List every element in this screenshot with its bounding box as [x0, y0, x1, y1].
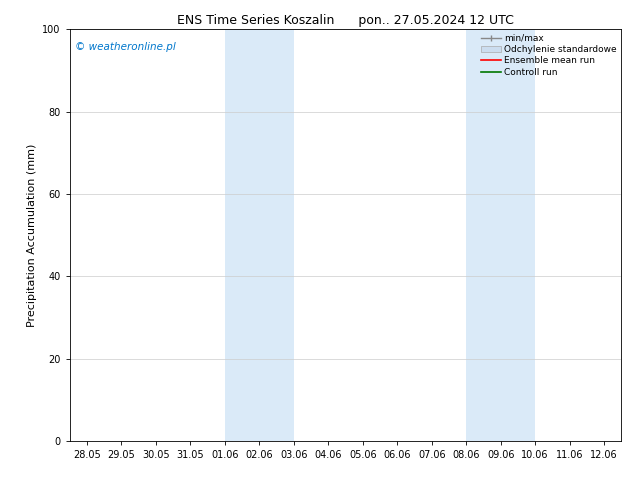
Legend: min/max, Odchylenie standardowe, Ensemble mean run, Controll run: min/max, Odchylenie standardowe, Ensembl… [479, 32, 619, 78]
Text: © weatheronline.pl: © weatheronline.pl [75, 42, 176, 52]
Bar [225, 29, 294, 441]
Title: ENS Time Series Koszalin      pon.. 27.05.2024 12 UTC: ENS Time Series Koszalin pon.. 27.05.202… [177, 14, 514, 27]
Y-axis label: Precipitation Accumulation (mm): Precipitation Accumulation (mm) [27, 144, 37, 327]
Bar [466, 29, 535, 441]
